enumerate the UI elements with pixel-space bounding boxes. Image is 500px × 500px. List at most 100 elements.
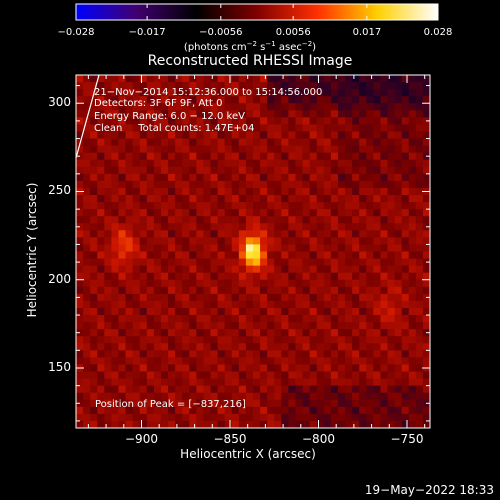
- image-pixel: [394, 138, 403, 146]
- image-pixel: [330, 300, 339, 309]
- image-pixel: [345, 138, 353, 146]
- image-pixel: [274, 145, 282, 154]
- image-pixel: [90, 230, 98, 238]
- image-pixel: [253, 279, 261, 288]
- image-pixel: [267, 371, 275, 379]
- image-pixel: [231, 300, 240, 309]
- image-pixel: [217, 385, 226, 394]
- image-pixel: [132, 371, 141, 379]
- image-pixel: [231, 399, 240, 408]
- image-pixel: [111, 378, 119, 387]
- image-pixel: [323, 378, 332, 387]
- image-pixel: [118, 406, 126, 415]
- image-pixel: [345, 216, 353, 224]
- image-pixel: [323, 159, 332, 168]
- image-pixel: [316, 272, 325, 281]
- image-pixel: [224, 131, 233, 139]
- image-pixel: [281, 343, 289, 351]
- image-pixel: [238, 166, 247, 175]
- image-pixel: [245, 230, 254, 238]
- image-pixel: [394, 315, 403, 323]
- image-pixel: [231, 230, 240, 238]
- image-pixel: [422, 75, 431, 83]
- image-pixel: [352, 223, 360, 231]
- image-pixel: [238, 131, 247, 139]
- image-pixel: [168, 258, 176, 267]
- image-pixel: [408, 322, 417, 330]
- image-pixel: [182, 251, 190, 259]
- image-pixel: [359, 230, 367, 238]
- image-pixel: [238, 350, 247, 358]
- image-pixel: [394, 187, 403, 196]
- image-pixel: [231, 223, 240, 231]
- image-pixel: [231, 131, 240, 139]
- image-pixel: [295, 258, 303, 267]
- info-line-detectors: Detectors: 3F 6F 9F, Att 0: [94, 98, 223, 109]
- image-pixel: [238, 237, 247, 245]
- image-pixel: [408, 89, 417, 97]
- image-pixel: [330, 392, 339, 401]
- image-pixel: [118, 159, 126, 168]
- image-pixel: [139, 371, 148, 379]
- image-pixel: [175, 350, 183, 358]
- image-pixel: [245, 202, 254, 210]
- image-pixel: [366, 315, 374, 323]
- image-pixel: [132, 124, 141, 132]
- image-pixel: [175, 89, 183, 97]
- image-pixel: [182, 322, 190, 330]
- image-pixel: [104, 138, 112, 146]
- image-pixel: [245, 399, 254, 408]
- image-pixel: [146, 96, 155, 104]
- image-pixel: [132, 103, 141, 111]
- image-pixel: [125, 385, 134, 394]
- image-pixel: [146, 357, 155, 365]
- image-pixel: [111, 152, 119, 161]
- image-pixel: [274, 223, 282, 231]
- image-pixel: [238, 315, 247, 323]
- image-pixel: [111, 75, 119, 83]
- x-tick-label: −800: [302, 432, 335, 446]
- image-pixel: [111, 350, 119, 358]
- image-pixel: [401, 103, 410, 111]
- image-pixel: [104, 420, 112, 429]
- image-pixel: [267, 223, 275, 231]
- image-pixel: [139, 202, 148, 210]
- image-pixel: [182, 110, 190, 118]
- image-pixel: [260, 230, 268, 238]
- image-pixel: [224, 286, 233, 295]
- image-pixel: [196, 124, 204, 132]
- image-pixel: [139, 343, 148, 351]
- image-pixel: [366, 251, 374, 259]
- image-pixel: [380, 166, 388, 175]
- image-pixel: [366, 117, 374, 125]
- image-pixel: [175, 82, 183, 90]
- image-pixel: [217, 216, 226, 224]
- image-pixel: [111, 124, 119, 132]
- image-pixel: [90, 378, 98, 387]
- image-pixel: [316, 230, 325, 238]
- image-pixel: [352, 357, 360, 365]
- image-pixel: [394, 258, 403, 267]
- image-pixel: [366, 230, 374, 238]
- image-pixel: [203, 364, 211, 372]
- image-pixel: [281, 286, 289, 295]
- image-pixel: [125, 103, 134, 111]
- image-pixel: [153, 336, 162, 344]
- image-pixel: [380, 350, 388, 358]
- image-pixel: [401, 406, 410, 415]
- image-pixel: [288, 145, 296, 154]
- image-pixel: [394, 195, 403, 203]
- image-pixel: [295, 293, 303, 302]
- image-pixel: [118, 399, 126, 408]
- image-pixel: [146, 279, 155, 288]
- image-pixel: [196, 187, 204, 196]
- image-pixel: [309, 329, 318, 337]
- image-pixel: [337, 343, 346, 351]
- image-pixel: [415, 364, 424, 372]
- image-pixel: [182, 180, 190, 189]
- image-pixel: [182, 103, 190, 111]
- image-pixel: [182, 173, 190, 182]
- image-pixel: [245, 145, 254, 154]
- image-pixel: [160, 251, 169, 259]
- image-pixel: [224, 166, 233, 175]
